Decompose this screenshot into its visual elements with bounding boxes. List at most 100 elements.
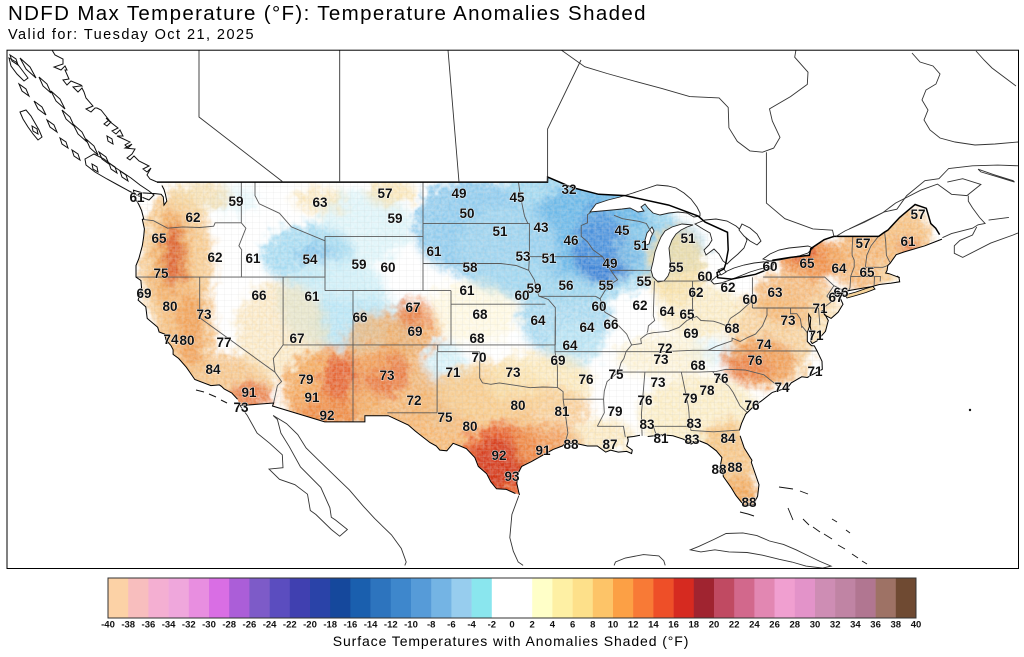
svg-text:-20: -20	[303, 620, 317, 631]
svg-text:51: 51	[633, 238, 649, 253]
svg-text:45: 45	[509, 190, 525, 205]
svg-text:61: 61	[459, 283, 475, 298]
svg-text:76: 76	[713, 371, 729, 386]
svg-text:65: 65	[679, 307, 695, 322]
svg-text:-2: -2	[488, 620, 496, 631]
svg-text:69: 69	[136, 286, 151, 301]
svg-text:74: 74	[163, 332, 179, 347]
svg-text:61: 61	[426, 244, 442, 259]
svg-text:66: 66	[833, 285, 849, 300]
svg-text:76: 76	[637, 393, 653, 408]
svg-text:8: 8	[590, 620, 595, 631]
svg-text:-8: -8	[427, 620, 435, 631]
svg-text:-34: -34	[162, 620, 176, 631]
svg-text:14: 14	[648, 620, 659, 631]
svg-text:60: 60	[742, 292, 757, 307]
svg-text:-22: -22	[283, 620, 297, 631]
svg-text:43: 43	[533, 220, 549, 235]
svg-text:57: 57	[855, 236, 870, 251]
svg-text:83: 83	[686, 416, 702, 431]
svg-text:68: 68	[469, 331, 485, 346]
svg-text:64: 64	[562, 338, 578, 353]
svg-text:66: 66	[352, 310, 368, 325]
svg-text:-32: -32	[182, 620, 196, 631]
svg-text:49: 49	[602, 256, 617, 271]
svg-text:55: 55	[636, 274, 652, 289]
svg-text:72: 72	[406, 393, 421, 408]
svg-text:-30: -30	[202, 620, 216, 631]
svg-text:83: 83	[684, 432, 700, 447]
svg-text:73: 73	[505, 365, 521, 380]
svg-text:51: 51	[492, 224, 508, 239]
svg-text:93: 93	[504, 469, 520, 484]
svg-text:81: 81	[653, 431, 669, 446]
svg-text:20: 20	[709, 620, 720, 631]
svg-text:59: 59	[387, 211, 402, 226]
svg-text:62: 62	[185, 210, 200, 225]
svg-text:69: 69	[407, 324, 422, 339]
svg-text:18: 18	[689, 620, 700, 631]
svg-text:68: 68	[724, 321, 740, 336]
svg-text:60: 60	[697, 269, 712, 284]
svg-text:4: 4	[550, 620, 556, 631]
svg-text:76: 76	[578, 372, 594, 387]
svg-text:80: 80	[162, 299, 177, 314]
svg-text:46: 46	[563, 233, 579, 248]
svg-text:78: 78	[699, 383, 715, 398]
svg-text:64: 64	[831, 261, 847, 276]
svg-text:55: 55	[598, 278, 614, 293]
svg-text:73: 73	[650, 375, 666, 390]
svg-text:79: 79	[298, 372, 313, 387]
svg-text:64: 64	[659, 304, 675, 319]
svg-text:80: 80	[179, 333, 194, 348]
svg-text:59: 59	[228, 194, 243, 209]
svg-text:55: 55	[668, 260, 684, 275]
svg-text:57: 57	[910, 207, 925, 222]
svg-text:88: 88	[727, 460, 743, 475]
svg-text:61: 61	[304, 289, 320, 304]
svg-text:81: 81	[554, 404, 570, 419]
svg-text:67: 67	[828, 290, 843, 305]
svg-text:79: 79	[682, 391, 697, 406]
svg-text:68: 68	[690, 358, 706, 373]
svg-text:80: 80	[510, 398, 525, 413]
svg-text:88: 88	[711, 462, 727, 477]
svg-text:63: 63	[312, 195, 328, 210]
svg-text:-16: -16	[344, 620, 358, 631]
svg-text:Surface Temperatures with Anom: Surface Temperatures with Anomalies Shad…	[333, 633, 690, 649]
svg-text:-10: -10	[404, 620, 418, 631]
svg-text:84: 84	[720, 431, 736, 446]
svg-text:28: 28	[790, 620, 801, 631]
svg-text:91: 91	[535, 443, 551, 458]
svg-text:53: 53	[515, 249, 531, 264]
svg-text:-40: -40	[101, 620, 115, 631]
svg-text:62: 62	[688, 285, 703, 300]
svg-text:70: 70	[471, 350, 486, 365]
svg-text:69: 69	[683, 326, 698, 341]
svg-text:51: 51	[541, 251, 557, 266]
svg-text:73: 73	[653, 352, 669, 367]
svg-text:62: 62	[207, 250, 222, 265]
svg-text:-14: -14	[364, 620, 378, 631]
svg-text:87: 87	[602, 437, 617, 452]
svg-text:80: 80	[462, 419, 477, 434]
svg-text:61: 61	[900, 234, 916, 249]
svg-text:75: 75	[608, 367, 624, 382]
svg-text:91: 91	[241, 385, 257, 400]
svg-text:71: 71	[812, 301, 828, 316]
svg-text:76: 76	[744, 398, 760, 413]
svg-text:51: 51	[680, 231, 696, 246]
svg-text:36: 36	[870, 620, 881, 631]
svg-text:65: 65	[151, 231, 167, 246]
svg-text:32: 32	[830, 620, 841, 631]
svg-text:92: 92	[319, 408, 334, 423]
svg-text:32: 32	[561, 182, 576, 197]
svg-text:68: 68	[472, 307, 488, 322]
svg-text:62: 62	[720, 280, 735, 295]
svg-text:57: 57	[377, 186, 392, 201]
svg-text:45: 45	[614, 223, 630, 238]
svg-text:91: 91	[304, 390, 320, 405]
svg-text:83: 83	[639, 417, 655, 432]
svg-text:61: 61	[129, 190, 145, 205]
svg-text:-26: -26	[243, 620, 257, 631]
